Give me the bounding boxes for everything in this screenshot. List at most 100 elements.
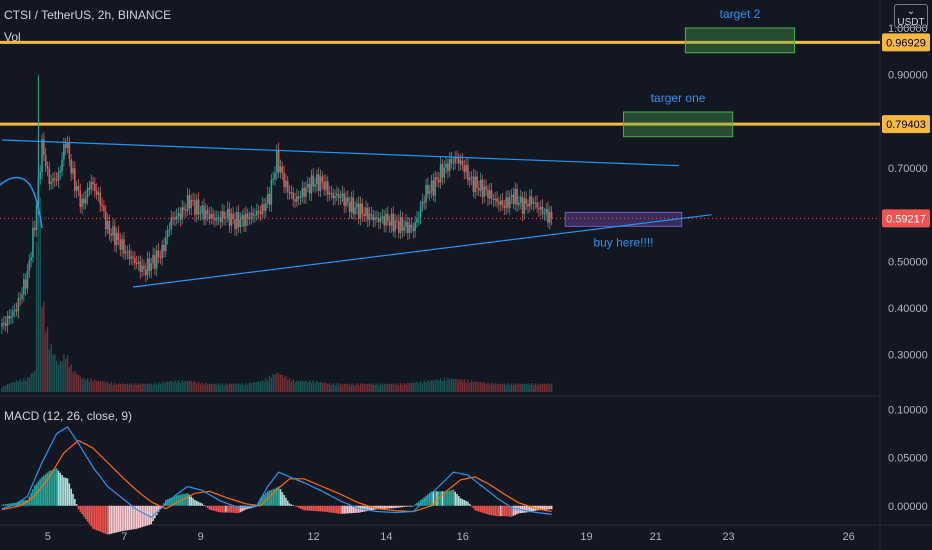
candle-body [498,202,500,205]
candle-body [150,263,153,271]
volume-bar [103,381,105,392]
volume-bar [63,354,65,392]
candle-body [543,213,546,215]
candle-body [368,213,371,220]
macd-histogram-bar [321,505,324,512]
macd-histogram-bar [232,505,234,513]
candle-body [383,216,385,226]
price-tick-2: 0.70000 [888,163,928,175]
volume-bar [183,382,185,392]
candle-body [448,159,451,171]
candle-body [438,179,440,183]
macd-histogram-bar [152,505,154,522]
macd-histogram-bar [132,505,134,530]
candle-body [492,198,495,200]
macd-histogram-bar [10,503,12,506]
volume-bar [207,384,209,392]
candle-body [343,193,345,206]
volume-bar [177,380,180,392]
candle-body [476,176,478,189]
currency-button[interactable]: ⌄ USDT [894,4,928,28]
volume-bar [214,383,216,392]
volume-bar [203,384,205,392]
macd-histogram-bar [505,505,507,517]
macd-histogram-bar [150,505,153,525]
macd-histogram-bar [530,505,533,512]
volume-bar [298,381,300,392]
candle-body [301,187,304,198]
candle-body [223,211,225,219]
volume-bar [541,383,544,392]
macd-histogram-bar [545,505,547,510]
candle-body [529,196,531,207]
macd-histogram-bar [243,505,245,511]
volume-bar [268,375,271,392]
candle-body [203,205,205,220]
volume-bar [487,382,489,392]
macd-line [1,426,552,519]
macd-histogram-bar [337,505,340,514]
volume-bar [376,383,378,392]
macd-histogram-bar [319,505,322,512]
volume-bar [197,381,200,392]
volume-bar [480,381,482,392]
candle-body [245,213,247,227]
volume-bar [525,384,527,392]
candle-body [465,164,467,173]
candle-body [143,265,145,270]
candle-body [163,244,165,252]
candle-body [39,172,42,179]
macd-histogram-bar [283,494,285,506]
price-label-0: 0.96929 [886,37,926,49]
candle-body [541,206,544,214]
volume-bar [254,382,256,392]
volume-bar [409,383,411,392]
macd-histogram-bar [199,502,202,506]
volume-bar [6,384,9,392]
candle-body [146,258,149,276]
candle-body [286,180,289,193]
candle-body [265,203,267,211]
macd-histogram-bar [472,505,475,509]
volume-bar [57,365,60,392]
macd-histogram-bar [19,500,21,506]
macd-histogram-bar [494,505,497,516]
volume-bar [489,384,491,392]
volume-bar [512,384,515,392]
candle-body [488,190,491,199]
macd-histogram-bar [92,505,94,529]
time-tick-2: 9 [198,531,204,543]
volume-bar [221,383,223,392]
macd-histogram-bar [148,505,151,525]
volume-bar [212,383,214,392]
macd-histogram-bar [510,505,513,517]
candle-body [467,164,469,181]
macd-histogram-bar [439,491,442,506]
symbol-title: CTSI / TetherUS, 2h, BINANCE [4,8,172,22]
macd-histogram-bar [476,505,478,511]
candle-body [394,220,396,232]
macd-histogram-bar [137,505,140,529]
volume-bar [312,380,314,392]
candle-body [263,204,265,211]
candle-body [50,181,52,185]
candle-body [179,213,182,220]
candle-body [281,166,284,173]
macd-histogram-bar [268,490,271,506]
volume-bar [85,380,87,392]
price-label-box-1 [882,115,930,134]
volume-bar [285,375,287,392]
volume-bar [35,241,38,392]
candle-body [417,217,420,219]
volume-bar [425,382,427,392]
volume-bar [436,379,438,392]
candle-body [410,224,413,228]
candle-body [228,208,231,226]
candle-body [248,218,251,220]
volume-bar [543,383,546,392]
volume-bar [383,383,385,392]
volume-bar [498,383,500,392]
candle-body [117,232,120,240]
macd-histogram-bar [487,505,489,515]
